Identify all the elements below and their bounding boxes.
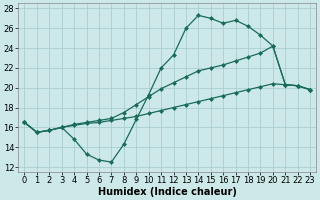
X-axis label: Humidex (Indice chaleur): Humidex (Indice chaleur)	[98, 187, 237, 197]
